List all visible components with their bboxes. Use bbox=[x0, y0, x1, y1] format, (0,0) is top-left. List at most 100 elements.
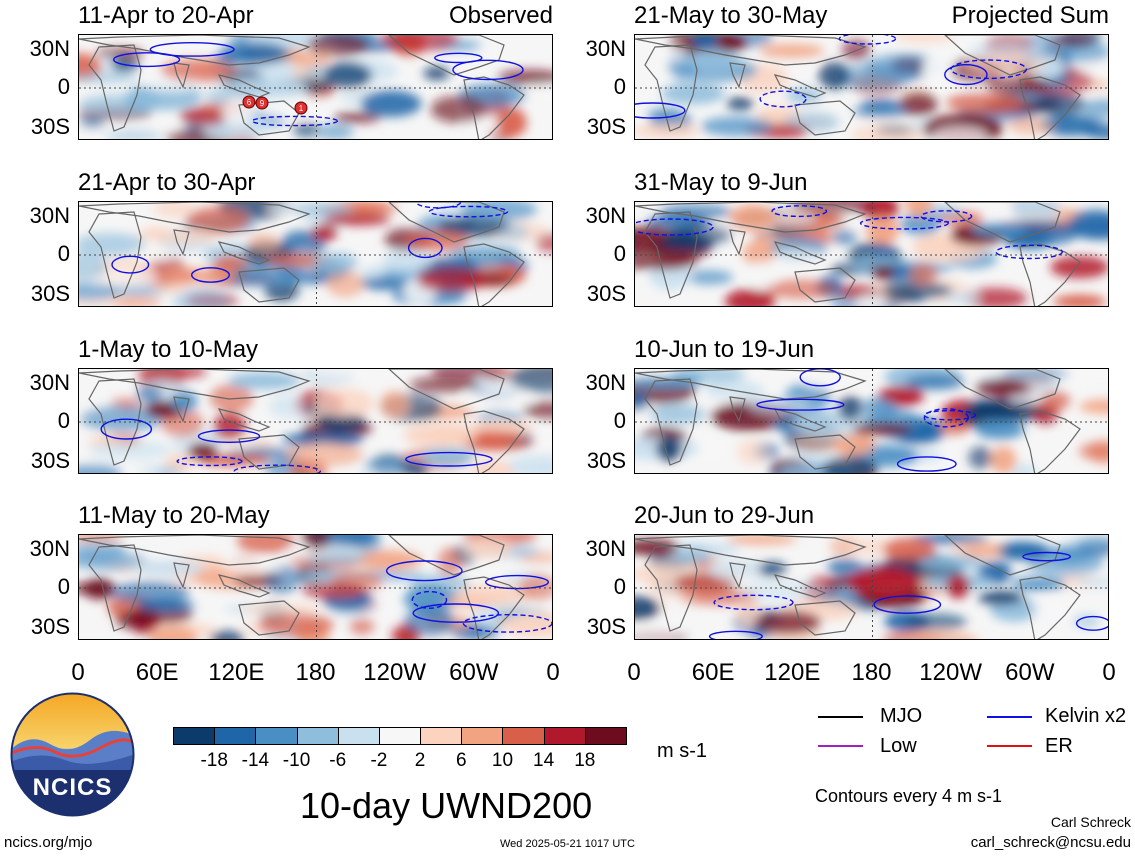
field-blob bbox=[968, 446, 993, 470]
field-blob bbox=[904, 632, 978, 639]
coastline bbox=[463, 410, 525, 473]
coastline bbox=[217, 241, 271, 265]
field-blob bbox=[136, 386, 163, 402]
contour-note: Contours every 4 m s-1 bbox=[815, 786, 1003, 806]
map-plot bbox=[634, 534, 1109, 640]
colorbar-label: 10 bbox=[491, 750, 514, 771]
field-blob bbox=[307, 35, 370, 57]
field-blob bbox=[1068, 537, 1108, 549]
field-blob bbox=[138, 599, 195, 612]
colorbar-label: -14 bbox=[241, 750, 270, 771]
coastline bbox=[217, 408, 271, 432]
field-blob bbox=[726, 97, 754, 110]
footer-timestamp: Wed 2025-05-21 1017 UTC bbox=[500, 838, 635, 850]
map-plot bbox=[78, 368, 553, 474]
field-blob bbox=[963, 287, 1028, 306]
field-blob bbox=[379, 35, 459, 52]
lat-label: 30S bbox=[30, 614, 70, 639]
field-blob bbox=[110, 581, 190, 605]
contour-line bbox=[1022, 551, 1071, 562]
field-blob bbox=[759, 43, 825, 59]
coastline bbox=[1019, 76, 1081, 139]
ncics-logo: NCICS bbox=[10, 692, 135, 817]
coastline bbox=[388, 202, 505, 243]
field-blob bbox=[305, 553, 367, 564]
field-blob bbox=[635, 391, 649, 412]
lon-label: 180 bbox=[295, 659, 336, 686]
contour-line bbox=[713, 594, 794, 611]
panel-title: 1-May to 10-May bbox=[78, 336, 259, 363]
coastline bbox=[944, 202, 1061, 243]
field-blob bbox=[90, 269, 161, 287]
field-blob bbox=[851, 124, 925, 139]
contour-line bbox=[944, 63, 988, 86]
lat-label: 30N bbox=[585, 370, 626, 395]
field-blob bbox=[905, 374, 965, 390]
field-blob bbox=[961, 544, 1005, 558]
contour-line bbox=[838, 35, 897, 45]
field-blob bbox=[847, 567, 921, 598]
storm-marker: 1 bbox=[294, 101, 308, 115]
field-blob bbox=[153, 202, 196, 218]
wind-field bbox=[635, 535, 1108, 639]
field-blob bbox=[829, 536, 861, 556]
contour-line bbox=[756, 398, 845, 411]
field-blob bbox=[333, 112, 381, 123]
colorbar-swatch bbox=[502, 727, 545, 745]
coastline bbox=[644, 211, 698, 299]
colorbar-swatch bbox=[296, 727, 339, 745]
coastline bbox=[217, 74, 271, 98]
coastline bbox=[238, 600, 300, 636]
wind-field bbox=[79, 535, 552, 639]
lon-label: 120W bbox=[363, 659, 426, 686]
colorbar-swatch bbox=[420, 727, 463, 745]
coastline bbox=[773, 241, 827, 265]
field-blob bbox=[853, 104, 909, 118]
legend-kelvin: Kelvin x2 bbox=[1045, 705, 1127, 727]
legend-line-kelvin bbox=[987, 716, 1032, 718]
contour-line bbox=[759, 90, 807, 108]
field-blob bbox=[975, 419, 1025, 440]
legend-line-low bbox=[818, 745, 863, 747]
field-blob bbox=[509, 369, 552, 393]
field-blob bbox=[213, 413, 247, 441]
field-blob bbox=[173, 287, 230, 306]
field-blob bbox=[484, 369, 511, 380]
field-blob bbox=[656, 436, 683, 462]
figure-title: 10-day UWND200 bbox=[300, 785, 593, 826]
contour-line bbox=[415, 202, 462, 209]
coastline bbox=[463, 243, 525, 306]
coastline bbox=[388, 369, 505, 410]
legend-low: Low bbox=[880, 735, 917, 757]
colorbar-label: -18 bbox=[200, 750, 228, 771]
field-blob bbox=[1011, 463, 1037, 473]
storm-marker: 6 bbox=[242, 95, 256, 109]
coastline bbox=[238, 100, 300, 136]
field-blob bbox=[535, 232, 552, 253]
lat-label: 30S bbox=[30, 448, 70, 473]
field-blob bbox=[905, 613, 967, 632]
field-blob bbox=[866, 216, 899, 245]
wind-field bbox=[635, 202, 1108, 306]
contour-line bbox=[950, 59, 1028, 80]
svg-text:1: 1 bbox=[299, 104, 304, 113]
map-plot bbox=[634, 368, 1109, 474]
field-blob bbox=[360, 90, 422, 117]
wind-field: 6 9 1 bbox=[79, 35, 552, 139]
coastline bbox=[944, 35, 1061, 76]
map-plot bbox=[78, 201, 553, 307]
field-blob bbox=[946, 91, 1024, 114]
contour-line bbox=[197, 429, 261, 443]
contour-line bbox=[233, 464, 321, 473]
field-blob bbox=[313, 388, 375, 419]
field-blob bbox=[301, 535, 331, 550]
field-blob bbox=[498, 69, 552, 86]
field-blob bbox=[382, 249, 433, 272]
contour-line bbox=[407, 237, 443, 259]
coastline bbox=[635, 535, 867, 566]
field-blob bbox=[978, 591, 1024, 605]
field-blob bbox=[700, 116, 773, 137]
lat-label: 30N bbox=[29, 203, 70, 228]
lat-label: 30S bbox=[586, 281, 626, 306]
coastline bbox=[1019, 576, 1081, 639]
